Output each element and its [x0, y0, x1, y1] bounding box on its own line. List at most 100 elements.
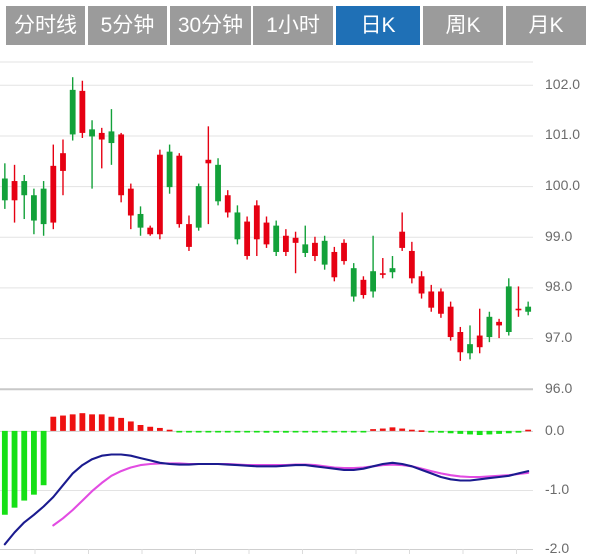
- candle-body: [302, 244, 309, 253]
- candle-body: [438, 291, 444, 314]
- macd-bar: [89, 414, 95, 431]
- macd-bar: [389, 427, 396, 431]
- macd-bar: [263, 430, 270, 433]
- candle-body: [224, 195, 231, 213]
- candle-body: [50, 165, 57, 223]
- macd-bar: [234, 430, 241, 433]
- macd-bar: [244, 430, 251, 433]
- candle-body: [98, 132, 105, 140]
- tab-6[interactable]: 周K: [423, 6, 503, 45]
- macd-dif-line: [3, 453, 530, 546]
- candle-body: [418, 276, 425, 294]
- candle-body: [166, 151, 173, 188]
- candle-body: [515, 308, 522, 311]
- candle-body: [525, 306, 532, 312]
- candle-body: [331, 251, 338, 278]
- macd-bar: [11, 430, 18, 508]
- tab-label: 分时线: [14, 14, 77, 37]
- macd-axis-label: -1.0: [545, 480, 570, 497]
- macd-histogram: [1, 413, 532, 515]
- macd-bar: [447, 430, 454, 434]
- macd-bar: [505, 430, 512, 434]
- candle-body: [253, 205, 260, 240]
- macd-bar: [176, 430, 183, 433]
- macd-bar: [457, 430, 464, 434]
- macd-bar: [515, 430, 522, 433]
- macd-bar: [147, 426, 154, 431]
- candle-body: [234, 212, 241, 240]
- macd-bar: [215, 430, 221, 433]
- macd-bar: [467, 430, 473, 435]
- macd-bar: [118, 417, 125, 431]
- candle-body: [496, 321, 502, 326]
- macd-bar: [186, 430, 192, 433]
- tab-label: 1小时: [266, 14, 320, 37]
- macd-bar: [321, 430, 328, 433]
- candle-body: [505, 286, 512, 333]
- tab-label: 5分钟: [100, 14, 155, 37]
- macd-bar: [360, 430, 367, 433]
- chart-area[interactable]: 102.0 101.0 100.0 99.0 98.0 97.0 96.0 0.0 -1.0 -2…: [0, 51, 604, 559]
- macd-bar: [1, 430, 8, 515]
- candle-body: [137, 213, 144, 228]
- macd-bar: [79, 413, 86, 431]
- candle-body: [118, 134, 125, 196]
- tab-4[interactable]: 1小时: [253, 6, 333, 45]
- tab-1[interactable]: 分时线: [6, 6, 85, 45]
- macd-bar: [69, 414, 76, 431]
- candle-body: [11, 181, 18, 201]
- candle-body: [186, 224, 192, 247]
- candle-body: [215, 164, 221, 202]
- macd-bar: [137, 424, 144, 431]
- macd-bar: [438, 430, 444, 433]
- macd-bar: [40, 430, 47, 486]
- macd-dea-line: [52, 462, 530, 527]
- candle-body: [467, 344, 473, 354]
- price-axis-label: 99.0: [545, 227, 573, 244]
- tab-label: 周K: [445, 14, 481, 37]
- macd-bar: [302, 430, 309, 433]
- macd-bar: [108, 416, 115, 431]
- candle-body: [447, 306, 454, 338]
- macd-bar: [379, 428, 386, 431]
- candle-body: [486, 316, 493, 338]
- candle-body: [282, 235, 289, 252]
- tab-5[interactable]: 日K: [336, 6, 420, 45]
- macd-bar: [331, 430, 338, 433]
- price-axis-label: 98.0: [545, 278, 573, 295]
- macd-bar: [370, 429, 377, 431]
- candle-body: [156, 154, 163, 235]
- macd-bar: [428, 430, 435, 433]
- macd-bar: [127, 421, 134, 431]
- macd-bar: [399, 428, 406, 431]
- macd-bar: [292, 430, 299, 433]
- tab-3[interactable]: 30分钟: [170, 6, 251, 45]
- candle-body: [69, 89, 76, 135]
- candle-body: [127, 188, 134, 216]
- price-axis-label: 101.0: [545, 126, 581, 143]
- macd-bar: [350, 430, 357, 433]
- candle-body: [292, 237, 299, 243]
- macd-bar: [166, 429, 173, 432]
- candle-body: [195, 186, 202, 228]
- tab-7[interactable]: 月K: [506, 6, 586, 45]
- tab-label: 30分钟: [177, 14, 244, 37]
- macd-bar: [156, 427, 163, 431]
- tab-2[interactable]: 5分钟: [88, 6, 167, 45]
- timeframe-tab-bar: 分时线 5分钟 30分钟 1小时 日K 周K 月K: [0, 0, 604, 51]
- candle-body: [176, 155, 183, 225]
- macd-axis-label: 0.0: [545, 421, 565, 438]
- candle-body: [21, 181, 28, 196]
- candle-body: [79, 90, 86, 133]
- macd-axis-label: -2.0: [545, 540, 570, 556]
- candle-body: [147, 227, 154, 235]
- candle-body: [379, 273, 386, 275]
- macd-bar: [31, 430, 37, 495]
- candle-body: [273, 225, 280, 252]
- stock-chart-svg[interactable]: [0, 51, 604, 559]
- macd-bar: [476, 430, 483, 436]
- macd-bar: [341, 430, 347, 433]
- macd-bar: [525, 429, 532, 432]
- macd-bar: [273, 430, 280, 433]
- price-axis-label: 102.0: [545, 75, 581, 92]
